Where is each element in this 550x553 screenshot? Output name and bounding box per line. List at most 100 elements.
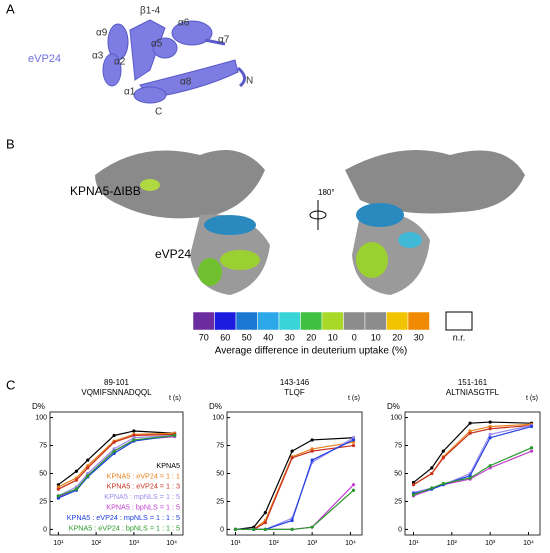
data-point — [488, 466, 492, 470]
rotation-icon — [309, 200, 327, 230]
chart-subtitle: VQMIFSNNADQQL — [81, 388, 152, 397]
annotation: α6 — [178, 18, 190, 29]
data-point — [290, 456, 294, 460]
scale-swatch — [235, 311, 258, 331]
data-point — [56, 485, 60, 489]
series-line — [235, 437, 354, 531]
data-point — [263, 521, 267, 525]
scale-label: 0 — [352, 332, 357, 342]
scale-swatch — [278, 311, 301, 331]
y-axis-label: D% — [32, 402, 45, 411]
data-point — [488, 420, 492, 424]
annotation: N — [246, 76, 253, 87]
legend-entry: KPNA5 : eVP24 = 1 : 3 — [107, 482, 180, 491]
panel-label: C — [6, 377, 15, 392]
scale-label: n.r. — [453, 332, 466, 342]
chart-title: 89-101 — [104, 378, 129, 387]
plot-frame — [226, 411, 363, 536]
y-tick-label: 0 — [398, 526, 402, 533]
series-line — [235, 489, 354, 531]
data-point — [56, 496, 60, 500]
data-point — [411, 480, 416, 485]
annotation: α5 — [151, 39, 163, 50]
scale-swatch — [364, 311, 387, 331]
scale-label: 40 — [263, 332, 273, 342]
x-tick-label: 10³ — [485, 540, 496, 547]
legend-entry: KPNA5 : bpNLS = 1 : 5 — [106, 503, 180, 512]
data-point — [86, 466, 90, 470]
data-point — [173, 433, 177, 438]
data-point — [310, 449, 314, 453]
data-point — [74, 469, 78, 473]
data-point — [132, 429, 136, 433]
series-line — [235, 437, 354, 531]
data-point — [310, 525, 314, 529]
data-point — [488, 424, 492, 429]
legend-entry: KPNA5 : eVP24 : mpNLS = 1 : 1 : 5 — [67, 513, 180, 522]
y-tick-label: 25 — [216, 498, 224, 505]
data-point — [351, 440, 356, 444]
complex-structure — [95, 150, 525, 295]
data-point — [468, 476, 472, 480]
x-tick-label: 10² — [91, 540, 102, 547]
data-point — [252, 525, 256, 529]
data-point — [112, 447, 116, 451]
y-tick-label: 25 — [394, 498, 402, 505]
scale-swatch — [445, 311, 473, 331]
data-point — [430, 486, 434, 490]
y-tick-label: 75 — [394, 442, 402, 449]
x-tick-label: 10⁴ — [345, 540, 356, 547]
data-point — [441, 481, 445, 486]
data-point — [86, 474, 90, 478]
protein-name: eVP24 — [155, 247, 191, 261]
data-point — [468, 429, 472, 433]
data-point — [441, 456, 445, 460]
series-line — [413, 423, 532, 486]
data-point — [411, 483, 416, 487]
data-point — [468, 474, 472, 478]
data-point — [430, 466, 434, 470]
series-line — [235, 484, 354, 531]
data-point — [488, 432, 492, 436]
series-line — [58, 433, 175, 490]
y-axis-label: D% — [209, 402, 222, 411]
x-tick-label: 10³ — [129, 540, 140, 547]
series-line — [58, 434, 175, 497]
scale-label: 10 — [328, 332, 338, 342]
y-tick-label: 50 — [216, 470, 224, 477]
protein-cartoon — [102, 19, 246, 104]
protein-name: eVP24 — [28, 53, 61, 65]
x-tick-label: 10³ — [307, 540, 318, 547]
data-point — [56, 494, 60, 498]
legend-entry: KPNA5 — [156, 461, 180, 470]
data-point — [132, 436, 136, 440]
data-point — [351, 443, 356, 448]
data-point — [56, 483, 60, 487]
panel-label: A — [6, 1, 15, 16]
chart-title: 151-161 — [458, 378, 488, 387]
series-line — [413, 421, 532, 483]
scale-swatch — [386, 311, 409, 331]
data-point — [263, 527, 267, 532]
annotation: α3 — [92, 51, 104, 62]
scale-label: 20 — [306, 332, 316, 342]
x-tick-label: 10² — [269, 540, 280, 547]
data-point — [132, 433, 136, 438]
scale-swatch — [214, 311, 237, 331]
scale-swatch — [192, 311, 215, 331]
data-point — [488, 436, 492, 440]
data-point — [252, 527, 256, 532]
data-point — [441, 449, 445, 453]
series-line — [235, 441, 354, 531]
data-point — [430, 471, 434, 476]
data-point — [411, 493, 416, 497]
data-point — [290, 527, 294, 532]
y-tick-label: 25 — [39, 498, 47, 505]
data-point — [351, 438, 356, 442]
scale-label: 20 — [392, 332, 402, 342]
data-point — [468, 421, 472, 425]
annotation: C — [155, 107, 162, 118]
data-point — [263, 511, 267, 515]
scale-caption: Average difference in deuterium uptake (… — [215, 346, 408, 357]
